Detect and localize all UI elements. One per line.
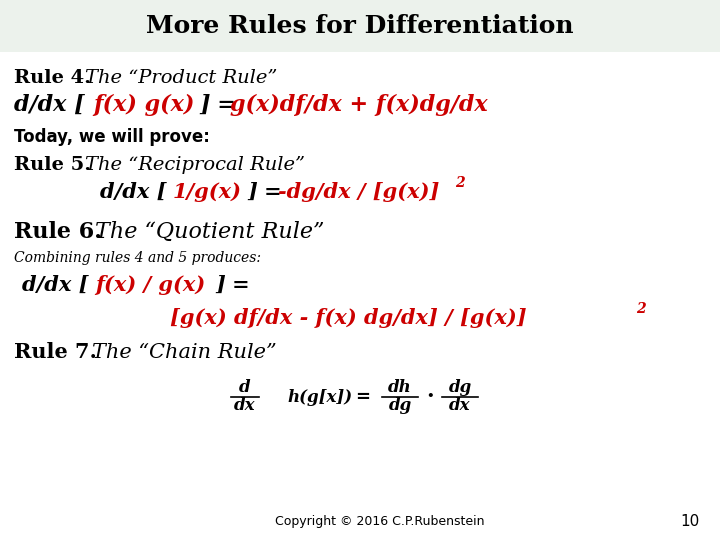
Text: 10: 10 xyxy=(680,515,700,530)
Text: ] =: ] = xyxy=(199,94,243,116)
Text: d/dx [: d/dx [ xyxy=(14,94,85,116)
Text: dg: dg xyxy=(449,380,472,396)
FancyBboxPatch shape xyxy=(0,0,720,52)
Text: dh: dh xyxy=(388,380,412,396)
Text: dx: dx xyxy=(234,397,256,415)
Text: 2: 2 xyxy=(455,176,464,190)
Text: f(x) / g(x): f(x) / g(x) xyxy=(95,275,205,295)
Text: ] =: ] = xyxy=(247,182,289,202)
Text: Combining rules 4 and 5 produces:: Combining rules 4 and 5 produces: xyxy=(14,251,261,265)
Text: Rule 7.: Rule 7. xyxy=(14,342,97,362)
Text: f(x) g(x): f(x) g(x) xyxy=(93,94,194,116)
Text: d: d xyxy=(239,380,251,396)
Text: d/dx [: d/dx [ xyxy=(22,275,89,295)
Text: The “Reciprocal Rule”: The “Reciprocal Rule” xyxy=(85,156,305,174)
Text: ] =: ] = xyxy=(215,275,257,295)
Text: The “Quotient Rule”: The “Quotient Rule” xyxy=(95,221,325,243)
Text: -dg/dx / [g(x)]: -dg/dx / [g(x)] xyxy=(278,182,439,202)
Text: Copyright © 2016 C.P.Rubenstein: Copyright © 2016 C.P.Rubenstein xyxy=(275,516,485,529)
Text: Today, we will prove:: Today, we will prove: xyxy=(14,128,210,146)
Text: Rule 4.: Rule 4. xyxy=(14,69,91,87)
Text: ·: · xyxy=(426,386,434,408)
Text: Rule 5.: Rule 5. xyxy=(14,156,91,174)
Text: dg: dg xyxy=(388,397,412,415)
Text: g(x)df/dx + f(x)dg/dx: g(x)df/dx + f(x)dg/dx xyxy=(230,94,487,116)
Text: The “Product Rule”: The “Product Rule” xyxy=(85,69,277,87)
Text: =: = xyxy=(356,388,371,406)
Text: 1/g(x): 1/g(x) xyxy=(173,182,242,202)
Text: d/dx [: d/dx [ xyxy=(100,182,166,202)
Text: More Rules for Differentiation: More Rules for Differentiation xyxy=(146,14,574,38)
Text: The “Chain Rule”: The “Chain Rule” xyxy=(92,342,276,361)
Text: 2: 2 xyxy=(636,302,646,316)
Text: h(g[x]): h(g[x]) xyxy=(287,388,352,406)
Text: Rule 6.: Rule 6. xyxy=(14,221,102,243)
Text: [g(x) df/dx - f(x) dg/dx] / [g(x)]: [g(x) df/dx - f(x) dg/dx] / [g(x)] xyxy=(170,308,526,328)
Text: dx: dx xyxy=(449,397,471,415)
